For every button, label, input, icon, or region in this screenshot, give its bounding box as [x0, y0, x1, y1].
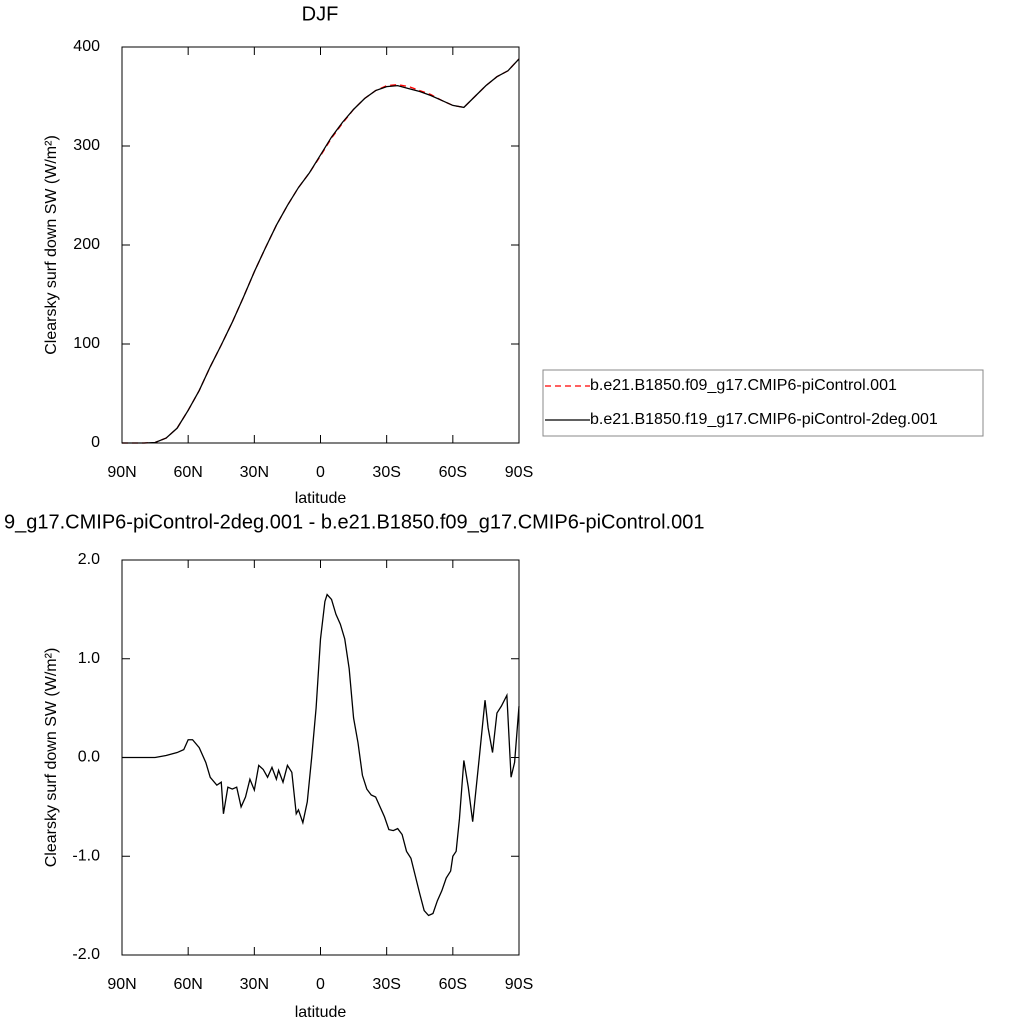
data-line: [122, 58, 520, 444]
plot-frame: [121, 559, 520, 956]
y-tick-label: 0: [91, 434, 100, 451]
y-axis-label: Clearsky surf down SW (W/m²): [43, 648, 60, 868]
data-line: [122, 58, 520, 444]
x-tick-label: 90S: [505, 464, 533, 481]
y-tick-label: 2.0: [78, 551, 100, 568]
x-tick-label: 60N: [173, 464, 202, 481]
x-axis-label: latitude: [295, 490, 347, 507]
y-tick-label: -2.0: [72, 946, 100, 963]
x-tick-label: 90N: [107, 464, 136, 481]
plot-frame: [121, 46, 520, 444]
y-tick-label: 200: [73, 236, 100, 253]
x-tick-label: 90S: [505, 976, 533, 993]
x-tick-label: 30N: [240, 976, 269, 993]
y-tick-label: 0.0: [78, 749, 100, 766]
y-tick-label: -1.0: [72, 847, 100, 864]
y-tick-label: 100: [73, 335, 100, 352]
x-tick-label: 0: [316, 976, 325, 993]
x-tick-label: 60S: [439, 976, 467, 993]
x-tick-label: 90N: [107, 976, 136, 993]
legend-box: [542, 369, 984, 437]
x-tick-label: 60S: [439, 464, 467, 481]
x-tick-label: 30S: [372, 976, 400, 993]
legend-label: b.e21.B1850.f19_g17.CMIP6-piControl-2deg…: [590, 411, 938, 428]
legend-label: b.e21.B1850.f09_g17.CMIP6-piControl.001: [590, 377, 897, 394]
chart-title: 9_g17.CMIP6-piControl-2deg.001 - b.e21.B…: [4, 511, 704, 533]
chart-title: DJF: [302, 3, 339, 25]
y-tick-label: 300: [73, 137, 100, 154]
x-tick-label: 30S: [372, 464, 400, 481]
y-axis-label: Clearsky surf down SW (W/m²): [43, 135, 60, 355]
y-tick-label: 1.0: [78, 650, 100, 667]
data-line: [122, 593, 520, 917]
y-tick-label: 400: [73, 38, 100, 55]
x-tick-label: 0: [316, 464, 325, 481]
x-axis-label: latitude: [295, 1004, 347, 1021]
x-tick-label: 30N: [240, 464, 269, 481]
x-tick-label: 60N: [173, 976, 202, 993]
